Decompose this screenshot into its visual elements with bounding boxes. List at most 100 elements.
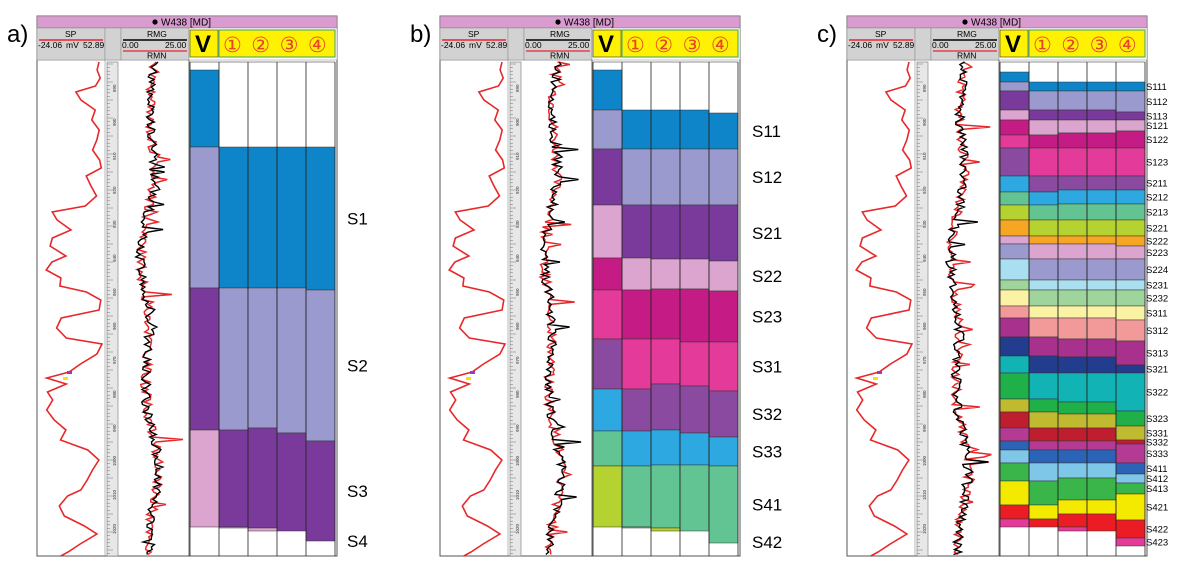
zone-cell-S232 [999,279,1030,291]
sp-marker [470,371,475,374]
rmg-curve-name: RMG [957,29,977,39]
zone-cell-S21 [650,204,681,260]
zone-cell-S224 [999,243,1030,260]
zone-cell-S331 [1057,413,1088,429]
rmg-max: 25.00 [165,40,187,50]
zone-cell-S232 [1086,289,1117,307]
sp-min: -24.06 [848,40,872,50]
zone-cell-S42 [650,527,681,532]
depth-label: 1020 [515,523,520,534]
sp-header [36,27,106,61]
zone-cell-S312 [1028,317,1059,338]
zone-cell-S412 [999,449,1030,464]
depth-label: 960 [922,322,927,330]
zone-cell-S321 [1115,364,1146,374]
zone-cell-S41 [592,430,623,467]
zone-cell-S331 [1115,425,1146,441]
zone-cell-S112 [1086,90,1117,111]
depth-label: 930 [112,220,117,228]
zone-label: S322 [1146,388,1168,399]
zone-label: S12 [752,168,782,187]
zone-label: S331 [1146,429,1168,440]
depth-label: 950 [112,288,117,296]
panel-letter: b) [410,21,431,48]
zone-cell-S311 [1028,305,1059,319]
zone-label: S112 [1146,97,1167,108]
sp-min: -24.06 [38,40,62,50]
v-column-label: V [598,31,614,58]
zone-cell-S321 [1028,355,1059,374]
zone-cell-S12 [708,148,739,206]
zone-cell-S122 [1057,132,1088,149]
sp-marker [63,377,68,380]
zone-label: S11 [752,122,781,141]
depth-label: 1010 [515,489,520,500]
zone-cell-S111 [1028,81,1059,92]
well-marker-icon [555,19,561,25]
panel-1: a) W438 [MD] SP-24.06 mV 52.89 RMG 0.00 25.00RM… [7,15,368,557]
rmn-curve-name: RMN [147,51,166,61]
zone-cell-S422 [1086,513,1117,532]
zone-cell-S123 [1028,147,1059,177]
zone-cell-S422 [1115,519,1146,539]
zone-cell-S11 [679,109,710,150]
rmg-curve-name: RMG [550,29,570,39]
zone-cell-S323 [1057,401,1088,415]
zone-cell-S224 [1086,258,1117,281]
zone-cell-S331 [1086,413,1117,429]
zone-cell-S4 [189,429,220,528]
zone-cell-S31 [621,338,652,390]
zone-label: S333 [1146,449,1168,460]
zone-cell-S121 [1057,119,1088,134]
zone-grid [189,69,336,542]
sp-max: 52.89 [893,40,915,50]
zone-cell-S1 [276,146,307,289]
zone-cell-S221 [999,204,1030,221]
zone-cell-S313 [1115,340,1146,366]
zone-cell-S1 [247,146,278,289]
circled-columns-header [218,29,336,58]
zone-label: S31 [752,358,782,377]
depth-label: 900 [515,118,520,126]
zone-cell-S213 [1086,203,1117,221]
zone-cell-S12 [679,148,710,206]
zone-label: S4 [347,532,368,551]
zone-cell-S2 [189,146,220,289]
zone-label: S413 [1146,484,1168,495]
zone-cell-S23 [708,290,739,343]
zone-cell-S113 [1086,109,1117,121]
depth-label: 1000 [112,455,117,466]
column-number-3: ③ [683,33,702,57]
column-number-3: ③ [1090,33,1109,57]
zone-cell-S213 [1028,204,1059,221]
zone-grid [999,71,1146,547]
zone-cell-S33 [679,432,710,466]
zone-cell-S223 [1028,243,1059,260]
zone-cell-S11 [708,112,739,150]
depth-label: 980 [112,390,117,398]
sp-unit: mV [469,40,482,50]
depth-label: 990 [515,424,520,432]
depth-label: 1020 [922,523,927,534]
depth-label: 960 [112,322,117,330]
zone-cell-S413 [1028,480,1059,506]
sp-unit: mV [66,40,79,50]
zone-cell-S222 [1028,235,1059,245]
depth-track [916,61,929,557]
zone-cell-S23 [679,288,710,343]
zone-label: S313 [1146,349,1168,360]
zone-label: S3 [347,482,368,501]
depth-label: 900 [922,118,927,126]
zone-cell-S332 [999,411,1030,429]
zone-cell-S224 [1057,258,1088,281]
depth-label: 910 [112,152,117,160]
zone-cell-S112 [1057,90,1088,111]
zone-cell-S31 [592,289,623,340]
zone-cell-S333 [1028,440,1059,451]
sp-curve-name: SP [65,29,77,39]
well-title: W438 [MD] [971,18,1021,29]
sp-curve [853,61,914,557]
zone-cell-S41 [650,464,681,529]
sp-curve-name: SP [875,29,887,39]
